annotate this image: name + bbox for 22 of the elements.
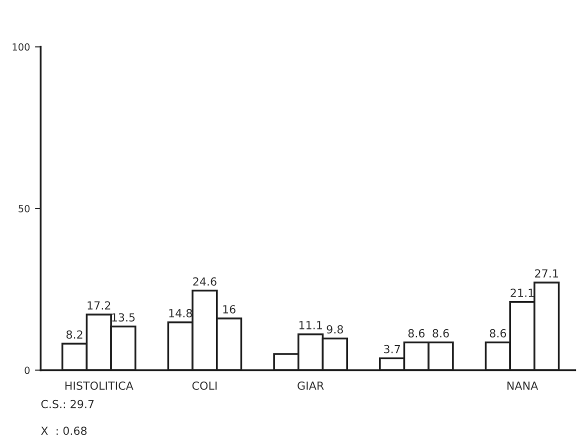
data-label: 16 [223, 305, 236, 314]
data-label: 21.1 [510, 288, 534, 297]
x-tick-label: GIAR [298, 381, 324, 390]
data-label: 13.5 [112, 313, 135, 322]
y-tick-label: 50 [18, 204, 30, 212]
data-label: 17.2 [88, 301, 110, 310]
data-label: 27.1 [535, 269, 558, 278]
data-label: 3.7 [384, 344, 400, 354]
data-label: 9.8 [326, 325, 343, 334]
text: C.S.: 29.7 [41, 400, 94, 408]
data-label: 8.6 [408, 329, 425, 338]
x-tick-label: NANA [507, 382, 538, 390]
text: X : 0.68 [41, 426, 87, 436]
y-tick-label: 0 [24, 366, 30, 374]
x-tick-label: COLI [192, 381, 217, 390]
data-label: 24.6 [193, 277, 216, 286]
data-label: 8.6 [490, 329, 506, 338]
x-tick-label: HISTOLITICA [65, 381, 134, 390]
data-label: 8.2 [66, 330, 82, 339]
data-label: 11.1 [299, 321, 322, 330]
data-label: 8.6 [432, 329, 449, 338]
y-tick-label: 100 [12, 43, 30, 51]
